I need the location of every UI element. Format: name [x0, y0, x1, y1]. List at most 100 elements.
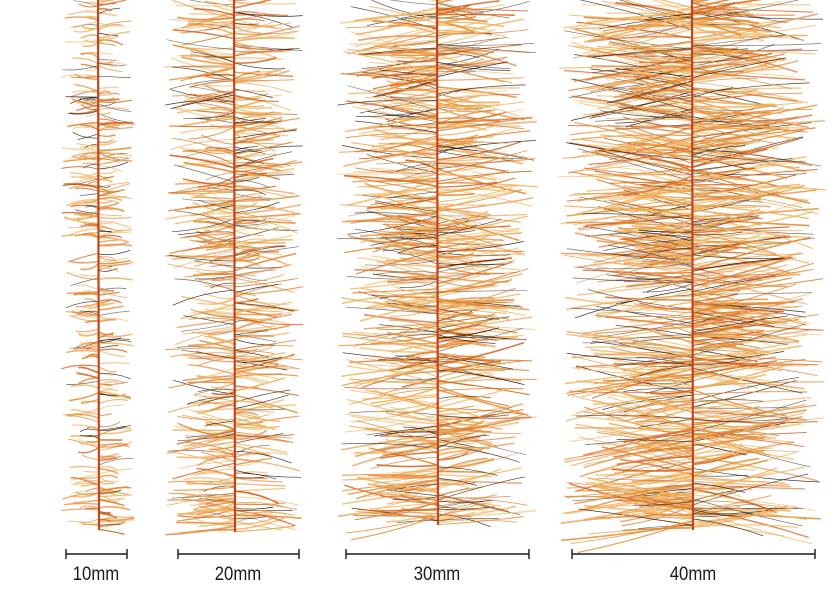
fiber: [691, 48, 742, 60]
fiber: [378, 213, 438, 227]
fiber: [436, 427, 522, 435]
size-label-40mm: 40mm: [669, 564, 717, 585]
fiber: [691, 417, 824, 432]
fiber: [182, 354, 235, 358]
fiber: [691, 466, 805, 489]
fiber: [436, 501, 492, 518]
fiber: [436, 2, 510, 19]
fiber: [366, 425, 438, 436]
fiber: [570, 520, 693, 544]
fiber: [233, 453, 271, 458]
fiber: [85, 440, 99, 443]
fiber: [84, 124, 99, 129]
fiber: [350, 515, 438, 541]
fiber: [638, 229, 693, 234]
fiber: [97, 239, 119, 244]
fiber: [188, 0, 235, 6]
fiber: [233, 211, 293, 222]
fiber: [97, 485, 129, 495]
fiber: [625, 108, 693, 128]
fiber: [436, 481, 476, 486]
fiber: [72, 57, 99, 65]
fiber: [70, 260, 99, 264]
fiber: [436, 385, 509, 407]
fiber: [233, 250, 280, 260]
fiber: [233, 97, 261, 101]
fiber: [577, 24, 693, 57]
fiber: [70, 408, 99, 416]
fiber: [205, 241, 235, 251]
fiber: [233, 170, 259, 177]
fiber: [436, 341, 525, 366]
fiber: [184, 90, 235, 102]
fiber: [97, 413, 112, 417]
fiber: [639, 365, 693, 377]
fiber: [691, 99, 809, 129]
fiber: [176, 319, 235, 329]
fiber: [436, 52, 480, 58]
fiber: [233, 360, 301, 370]
fiber: [210, 282, 235, 289]
fiber: [362, 195, 438, 199]
fiber: [97, 444, 128, 448]
fiber: [691, 185, 805, 211]
fiber: [691, 314, 769, 327]
fiber: [370, 387, 438, 405]
fiber: [80, 224, 99, 228]
fiber: [81, 355, 99, 360]
fiber: [69, 466, 99, 469]
fiber: [187, 381, 235, 384]
fiber: [75, 328, 99, 333]
fiber: [184, 96, 235, 106]
fiber: [392, 333, 438, 339]
fiber: [691, 218, 736, 232]
fiber: [209, 404, 235, 412]
fiber: [80, 344, 99, 350]
fiber: [233, 111, 282, 114]
fiber: [691, 151, 806, 163]
fiber: [629, 77, 693, 91]
fiber: [582, 187, 693, 201]
fiber: [181, 322, 235, 332]
fiber: [97, 390, 132, 400]
fiber: [181, 349, 235, 360]
fiber: [233, 94, 283, 103]
fiber: [691, 234, 789, 240]
fiber: [97, 398, 129, 405]
fiber: [203, 335, 235, 346]
fiber: [344, 414, 438, 433]
fiber: [85, 205, 99, 210]
fiber: [97, 505, 131, 511]
fiber: [691, 266, 763, 281]
fiber: [606, 80, 693, 104]
fiber: [436, 7, 529, 12]
fiber: [567, 44, 693, 74]
fiber: [97, 290, 128, 299]
fiber: [436, 243, 503, 257]
fiber: [576, 280, 693, 296]
fiber: [202, 282, 235, 289]
fiber: [97, 362, 130, 365]
fiber: [233, 123, 278, 135]
fiber: [436, 241, 480, 246]
fiber: [436, 518, 499, 521]
fiber: [436, 494, 510, 513]
fiber: [233, 413, 281, 423]
fiber: [97, 157, 121, 161]
fiber: [578, 266, 693, 290]
fiber: [204, 422, 235, 431]
fiber: [97, 111, 112, 115]
fiber: [436, 136, 494, 142]
fiber: [600, 28, 693, 57]
fiber: [233, 469, 302, 478]
fiber: [595, 442, 693, 446]
fiber: [97, 98, 120, 102]
fiber: [563, 8, 693, 29]
fiber: [436, 466, 523, 485]
fiber: [619, 101, 693, 117]
fiber: [691, 365, 767, 372]
fiber: [180, 24, 235, 34]
fiber: [74, 83, 99, 92]
scale-bar-10mm: [65, 549, 128, 559]
fiber: [359, 229, 438, 238]
